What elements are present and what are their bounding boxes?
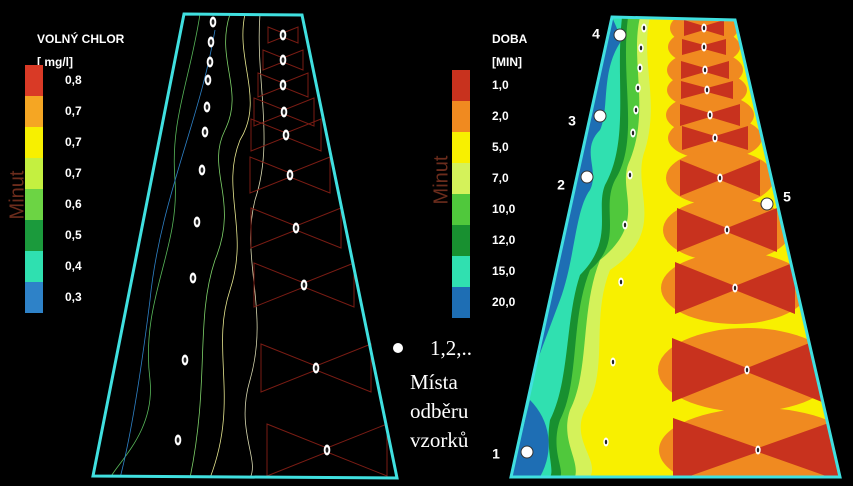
- marker-core: [703, 26, 705, 31]
- annotation-line: vzorků: [410, 428, 469, 452]
- marker-core: [757, 448, 759, 453]
- sample-point: [594, 110, 606, 122]
- marker-core: [635, 108, 637, 113]
- marker-core: [640, 46, 642, 51]
- marker-core: [207, 77, 210, 83]
- point-label: 1: [492, 446, 500, 462]
- marker-core: [206, 104, 209, 110]
- marker-core: [637, 86, 639, 91]
- marker-core: [204, 129, 207, 135]
- sample-point: [581, 171, 593, 183]
- marker-core: [282, 82, 285, 88]
- sample-point: [761, 198, 773, 210]
- point-label: 4: [592, 26, 600, 42]
- point-label: 2: [557, 177, 565, 193]
- marker-core: [289, 172, 292, 178]
- legend-label: 0,3: [65, 290, 82, 304]
- marker-core: [212, 19, 215, 25]
- marker-core: [201, 167, 204, 173]
- marker-core: [734, 286, 736, 291]
- annotation-line: Místa: [410, 370, 459, 394]
- marker-core: [703, 45, 705, 50]
- figure: 43215 VOLNÝ CHLOR [ mg/l] Minut DOBA [MI…: [0, 0, 853, 486]
- marker-core: [209, 59, 212, 65]
- point-label: 3: [568, 113, 576, 129]
- marker-core: [643, 26, 645, 31]
- marker-core: [177, 437, 180, 443]
- marker-core: [620, 280, 622, 285]
- axis-word: Minut: [430, 155, 452, 204]
- legend-label: 12,0: [492, 233, 516, 247]
- axis-word: Minut: [6, 170, 28, 219]
- marker-core: [709, 113, 711, 118]
- legend-label: 20,0: [492, 295, 516, 309]
- legend-swatch: [25, 96, 43, 127]
- legend-swatch: [25, 282, 43, 313]
- legend-swatch: [452, 194, 470, 225]
- legend-label: 0,7: [65, 166, 82, 180]
- annotation-line: odběru: [410, 399, 469, 423]
- legend-label: 2,0: [492, 109, 509, 123]
- marker-core: [283, 109, 286, 115]
- legend-swatch: [25, 65, 43, 96]
- marker-core: [714, 136, 716, 141]
- legend-swatch: [25, 158, 43, 189]
- legend-swatch: [25, 220, 43, 251]
- marker-core: [704, 68, 706, 73]
- legend-unit: [MIN]: [492, 55, 522, 69]
- sample-dot: [393, 343, 403, 353]
- marker-core: [624, 223, 626, 228]
- marker-core: [285, 132, 288, 138]
- marker-core: [706, 88, 708, 93]
- marker-core: [326, 447, 329, 453]
- legend-swatch: [452, 132, 470, 163]
- marker-core: [726, 228, 728, 233]
- marker-core: [196, 219, 199, 225]
- marker-core: [282, 32, 285, 38]
- marker-core: [605, 440, 607, 445]
- legend-label: 0,6: [65, 197, 82, 211]
- legend-swatch: [25, 127, 43, 158]
- legend-swatch: [452, 256, 470, 287]
- legend-title: DOBA: [492, 32, 528, 46]
- marker-core: [612, 360, 614, 365]
- marker-core: [746, 368, 748, 373]
- marker-core: [719, 176, 721, 181]
- legend-label: 5,0: [492, 140, 509, 154]
- marker-core: [210, 39, 213, 45]
- marker-core: [315, 365, 318, 371]
- legend-label: 10,0: [492, 202, 516, 216]
- marker-core: [282, 57, 285, 63]
- sample-point: [521, 446, 533, 458]
- legend-label: 0,8: [65, 73, 82, 87]
- legend-swatch: [452, 225, 470, 256]
- legend-label: 1,0: [492, 78, 509, 92]
- marker-core: [629, 173, 631, 178]
- legend-title: VOLNÝ CHLOR: [37, 31, 125, 46]
- legend-swatch: [25, 251, 43, 282]
- point-label: 5: [783, 189, 791, 205]
- legend-swatch: [452, 101, 470, 132]
- sample-point: [614, 29, 626, 41]
- annotation-line: 1,2,..: [430, 336, 472, 360]
- legend-swatch: [452, 70, 470, 101]
- legend-label: 0,7: [65, 135, 82, 149]
- marker-core: [639, 66, 641, 71]
- legend-label: 15,0: [492, 264, 516, 278]
- marker-core: [184, 357, 187, 363]
- legend-label: 0,5: [65, 228, 82, 242]
- legend-label: 7,0: [492, 171, 509, 185]
- legend-label: 0,7: [65, 104, 82, 118]
- marker-core: [192, 275, 195, 281]
- marker-core: [295, 225, 298, 231]
- legend-swatch: [452, 163, 470, 194]
- legend-swatch: [25, 189, 43, 220]
- marker-core: [303, 282, 306, 288]
- legend-label: 0,4: [65, 259, 82, 273]
- marker-core: [632, 131, 634, 136]
- legend-swatch: [452, 287, 470, 318]
